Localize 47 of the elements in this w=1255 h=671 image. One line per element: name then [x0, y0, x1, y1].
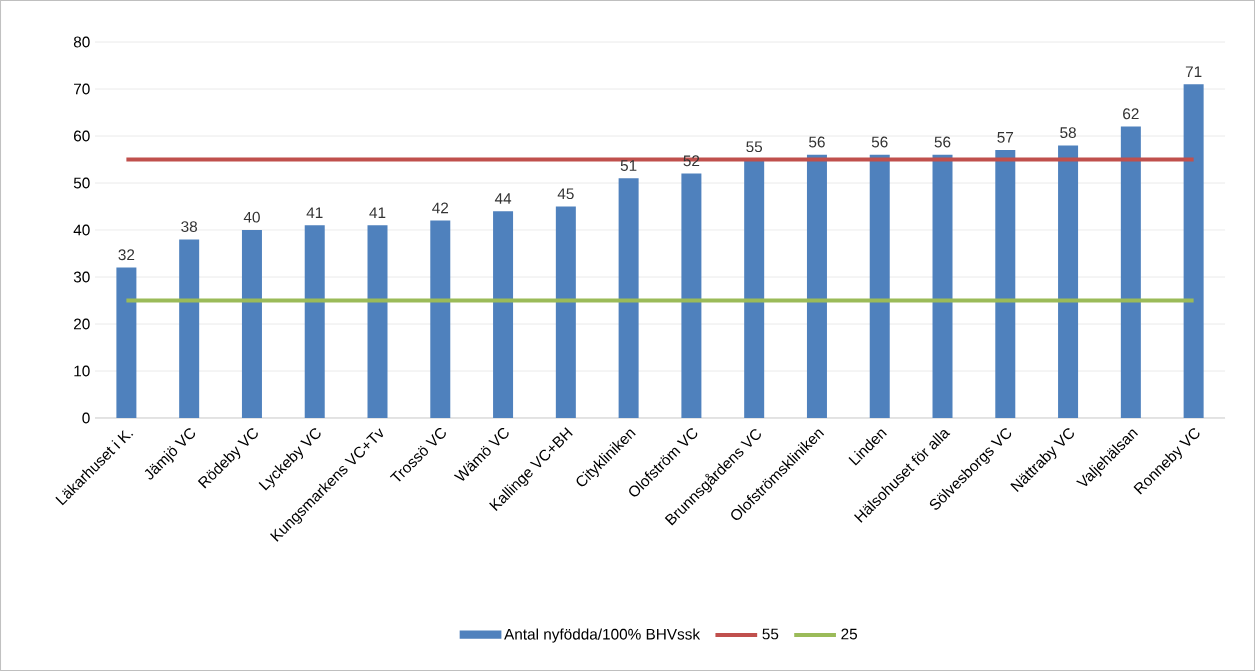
- bar: [179, 239, 200, 418]
- bar: [304, 225, 325, 418]
- data-label: 56: [934, 136, 951, 148]
- data-label: 32: [118, 249, 135, 261]
- data-label: 57: [997, 132, 1014, 143]
- y-tick-label: 50: [73, 177, 90, 189]
- data-label: 45: [557, 188, 574, 200]
- data-label: 38: [181, 221, 198, 233]
- y-tick-label: 70: [74, 83, 90, 95]
- bar: [1058, 145, 1079, 418]
- data-label: 56: [871, 136, 888, 148]
- data-label: 42: [432, 202, 449, 214]
- legend-label: 55: [762, 628, 779, 640]
- y-tick-label: 30: [73, 271, 90, 283]
- legend-label: Antal nyfödda/100% BHVssk: [504, 628, 701, 643]
- data-label: 58: [1060, 127, 1076, 139]
- bar: [493, 211, 514, 418]
- bar: [618, 178, 639, 418]
- data-label: 44: [494, 193, 512, 204]
- y-tick-label: 20: [74, 318, 90, 330]
- bar: [681, 173, 702, 418]
- bar: [367, 225, 388, 418]
- bar: [744, 159, 765, 418]
- bar: [806, 154, 827, 418]
- bar: [932, 154, 953, 418]
- y-tick-label: 80: [73, 36, 90, 48]
- data-label: 56: [809, 136, 825, 148]
- data-label: 55: [746, 141, 763, 153]
- legend-label: 25: [841, 628, 858, 640]
- data-label: 41: [306, 207, 323, 218]
- bar: [241, 230, 262, 418]
- bar: [555, 206, 576, 418]
- bar: [430, 220, 451, 418]
- data-label: 71: [1185, 66, 1202, 77]
- bar: [1183, 84, 1204, 418]
- y-tick-label: 60: [74, 130, 90, 142]
- bar: [869, 154, 890, 418]
- y-tick-label: 40: [73, 224, 90, 236]
- data-label: 62: [1123, 108, 1139, 120]
- bar: [995, 150, 1016, 418]
- data-label: 51: [620, 160, 637, 171]
- y-tick-label: 10: [74, 365, 90, 377]
- data-label: 40: [243, 211, 260, 223]
- data-label: 41: [369, 207, 386, 218]
- bar: [116, 267, 137, 418]
- y-tick-label: 0: [82, 412, 90, 424]
- bar: [1120, 126, 1141, 418]
